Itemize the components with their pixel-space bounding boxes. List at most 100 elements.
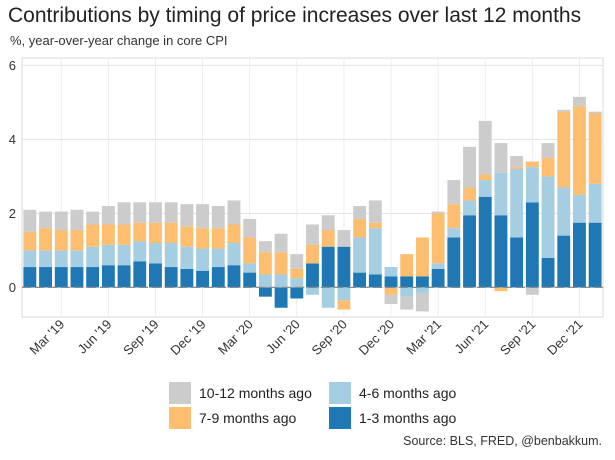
bar-segment (196, 270, 210, 288)
bar-segment (196, 248, 210, 271)
bar-segment (274, 233, 288, 253)
bar-segment (557, 235, 571, 288)
bar-segment (23, 209, 37, 232)
bar-segment (431, 268, 445, 288)
x-tick-label: Mar '20 (215, 317, 256, 358)
bar-segment (290, 268, 304, 279)
bar-segment (258, 274, 272, 288)
bar-segment (227, 243, 241, 266)
bar-segment (54, 267, 68, 288)
bar-segment (510, 167, 524, 169)
bar-segment (541, 257, 555, 288)
bar-segment (23, 250, 37, 268)
bar-segment (70, 230, 84, 251)
y-tick-label: 4 (9, 132, 16, 147)
y-tick-label: 2 (9, 206, 16, 221)
bar-segment (463, 187, 476, 201)
x-tick-label: Jun '19 (75, 317, 115, 357)
bar-segment (541, 143, 555, 158)
x-tick-label: Dec '19 (167, 317, 208, 358)
bar-segment (101, 224, 115, 245)
bar-segment (478, 196, 492, 288)
legend-item: 7-9 months ago (169, 407, 296, 429)
bar-segment (290, 287, 304, 299)
bar-segment (353, 237, 367, 273)
bar-segment (353, 206, 367, 219)
bar-segment (337, 287, 351, 301)
bar-segment (588, 183, 602, 223)
bar-segment (321, 287, 335, 308)
x-tick-label: Mar '21 (403, 317, 444, 358)
bar-segment (290, 278, 304, 288)
bar-segment (274, 287, 288, 308)
plot-border (21, 57, 604, 318)
bar-segment (337, 230, 351, 247)
bar-segment (368, 200, 382, 223)
bar-segment (368, 274, 382, 288)
legend-label: 10-12 months ago (199, 385, 312, 401)
bar-segment (258, 287, 272, 297)
bar-segment (541, 157, 555, 177)
bar-segment (149, 243, 162, 264)
y-tick-label: 6 (9, 58, 16, 73)
bar-segment (557, 111, 571, 188)
bar-segment (525, 202, 539, 288)
bar-segment (243, 237, 257, 264)
bar-segment (525, 287, 539, 295)
bar-segment (39, 267, 52, 288)
legend-label: 1-3 months ago (359, 410, 456, 426)
bar-segment (415, 287, 429, 293)
bar-segment (243, 218, 257, 238)
bar-segment (384, 276, 398, 288)
bar-segment (588, 222, 602, 288)
bar-segment (164, 202, 178, 223)
bar-segment (54, 250, 68, 268)
legend-label: 4-6 months ago (359, 385, 456, 401)
bar-segment (117, 202, 131, 225)
bar-segment (525, 161, 539, 168)
bar-segment (573, 194, 586, 223)
x-tick-label: Jun '21 (451, 317, 491, 357)
x-tick-label: Dec '20 (356, 317, 397, 358)
bar-segment (494, 172, 508, 216)
bar-segment (86, 246, 100, 268)
chart-title: Contributions by timing of price increas… (8, 4, 582, 27)
bar-segment (306, 244, 319, 264)
bar-segment (306, 263, 319, 288)
bar-segment (290, 254, 304, 269)
bar-segment (243, 272, 257, 288)
bar-segment (227, 224, 241, 243)
x-tick-label: Sep '21 (497, 317, 538, 358)
bar-segment (463, 200, 476, 216)
legend-swatch (329, 407, 351, 429)
bar-segment (510, 156, 524, 168)
legend-swatch (329, 382, 351, 404)
x-tick-label: Mar '19 (26, 317, 67, 358)
bar-segment (39, 228, 52, 251)
bar-segment (86, 224, 100, 247)
bar-segment (447, 228, 461, 238)
bar-segment (164, 243, 178, 268)
bar-segment (258, 252, 272, 275)
bar-segment (541, 176, 555, 258)
bar-segment (23, 231, 37, 251)
bar-segment (400, 254, 414, 277)
bar-segment (70, 267, 84, 288)
bar-segment (39, 211, 52, 229)
bar-segment (274, 252, 288, 275)
bar-segment (321, 215, 335, 231)
bar-segment (353, 218, 367, 238)
bar-segment (196, 204, 210, 229)
legend-label: 7-9 months ago (199, 410, 296, 426)
bar-segment (211, 206, 225, 229)
bar-segment (306, 224, 319, 245)
bar-segment (384, 294, 398, 305)
bar-segment (400, 276, 414, 288)
bar-segment (258, 241, 272, 253)
bar-segment (573, 222, 586, 288)
bar-segment (149, 263, 162, 288)
bar-segment (557, 187, 571, 236)
legend: 10-12 months ago 4-6 months ago 7-9 months… (169, 382, 456, 429)
bar-segment (133, 261, 147, 288)
